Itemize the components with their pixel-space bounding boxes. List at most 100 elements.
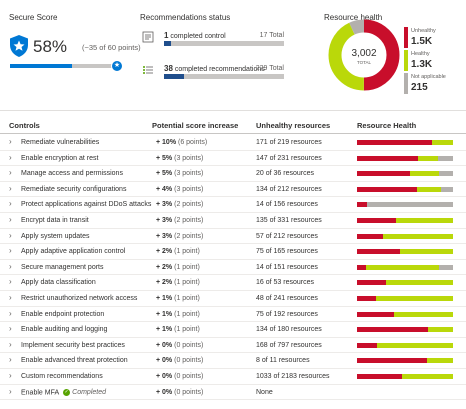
chevron-right-icon[interactable]: ›: [9, 168, 12, 178]
table-row[interactable]: › Restrict unauthorized network access + 1…: [0, 291, 466, 307]
resource-health-donut[interactable]: 3,002 TOTAL: [327, 18, 401, 92]
score-increase-points: (6 points): [178, 139, 208, 146]
control-name[interactable]: Manage access and permissions: [21, 170, 123, 178]
table-row[interactable]: › Encrypt data in transit + 3% (2 points) 1…: [0, 213, 466, 229]
chevron-right-icon[interactable]: ›: [9, 215, 12, 224]
header-resource-health[interactable]: Resource Health: [357, 121, 417, 130]
control-name[interactable]: Custom recommendations: [21, 373, 103, 380]
controls-progress-bar: [164, 41, 284, 46]
control-name[interactable]: Apply adaptive application control: [21, 248, 126, 256]
chevron-right-icon[interactable]: ›: [9, 324, 12, 334]
table-row[interactable]: › Remediate security configurations + 4% (…: [0, 182, 466, 198]
control-name[interactable]: Enable endpoint protection: [21, 310, 105, 318]
score-increase-points: (2 points): [174, 217, 204, 224]
resource-health-bar: [357, 249, 453, 255]
completed-check-icon: ✓: [63, 388, 71, 396]
chevron-right-icon[interactable]: ›: [9, 183, 12, 193]
chevron-right-icon[interactable]: ›: [9, 293, 12, 302]
unhealthy-segment: [357, 202, 367, 208]
control-name[interactable]: Secure management ports: [21, 263, 104, 271]
score-increase: + 5% (3 points): [156, 170, 203, 177]
header-controls[interactable]: Controls: [9, 121, 40, 130]
control-name[interactable]: Apply data classification: [21, 279, 96, 287]
table-row[interactable]: › Enable encryption at rest + 5% (3 points…: [0, 151, 466, 167]
table-row[interactable]: › Secure management ports + 2% (1 point) 14…: [0, 260, 466, 276]
table-row[interactable]: › Apply adaptive application control + 2% …: [0, 244, 466, 260]
table-row[interactable]: › Custom recommendations + 0% (0 points) 10…: [0, 369, 466, 385]
table-row[interactable]: › Enable endpoint protection + 1% (1 point…: [0, 307, 466, 323]
resource-health-bar: [357, 186, 453, 192]
control-name[interactable]: Implement security best practices: [21, 341, 125, 349]
chevron-right-icon[interactable]: ›: [9, 355, 12, 365]
score-increase: + 5% (3 points): [156, 155, 203, 162]
controls-total: 17 Total: [259, 32, 284, 39]
table-row[interactable]: › Enable auditing and logging + 1% (1 poin…: [0, 322, 466, 338]
control-name[interactable]: Apply system updates: [21, 232, 90, 240]
chevron-right-icon[interactable]: ›: [9, 339, 12, 349]
score-increase: + 10% (6 points): [156, 139, 207, 146]
table-row[interactable]: › Apply data classification + 2% (1 point)…: [0, 275, 466, 291]
chevron-right-icon[interactable]: ›: [9, 246, 12, 256]
secure-score-bar-fill: [10, 64, 73, 68]
unhealthy-legend-swatch: [404, 27, 408, 48]
score-increase-percent: + 10%: [156, 139, 177, 146]
unhealthy-resources: 20 of 36 resources: [256, 170, 314, 178]
control-name[interactable]: Remediate security configurations: [21, 185, 127, 193]
control-name[interactable]: Enable encryption at rest: [21, 154, 99, 162]
score-increase-points: (3 points): [174, 170, 204, 178]
healthy-segment: [409, 171, 439, 177]
control-name[interactable]: Enable auditing and logging: [21, 326, 108, 334]
table-row[interactable]: › Enable MFA ✓ Completed + 0% (0 points) None: [0, 385, 466, 401]
chevron-right-icon[interactable]: ›: [9, 199, 12, 209]
unhealthy-segment: [357, 171, 410, 177]
unhealthy-legend-value: 1.5K: [411, 36, 433, 47]
completed-controls-text: 1 completed control: [164, 31, 226, 40]
chevron-right-icon[interactable]: ›: [9, 152, 12, 162]
control-name[interactable]: Remediate vulnerabilities: [21, 139, 100, 146]
score-increase-percent: + 2%: [156, 248, 173, 256]
chevron-right-icon[interactable]: ›: [9, 277, 12, 287]
score-increase: + 2% (1 point): [156, 279, 200, 286]
healthy-segment: [400, 249, 453, 255]
table-row[interactable]: › Protect applications against DDoS attac…: [0, 197, 466, 213]
chevron-right-icon[interactable]: ›: [9, 386, 12, 396]
unhealthy-segment: [357, 311, 395, 317]
control-name[interactable]: Restrict unauthorized network access: [21, 295, 138, 302]
chevron-right-icon[interactable]: ›: [9, 137, 12, 146]
unhealthy-segment: [357, 280, 386, 286]
score-increase-points: (1 point): [174, 279, 200, 287]
score-increase: + 3% (2 points): [156, 201, 203, 208]
recommendations-progress-bar: [164, 74, 284, 79]
header-score-increase[interactable]: Potential score increase: [152, 121, 239, 130]
control-name[interactable]: Enable advanced threat protection: [21, 357, 128, 365]
control-checklist-icon: [142, 31, 154, 43]
unhealthy-segment: [357, 358, 428, 364]
table-row[interactable]: › Apply system updates + 3% (2 points) 57 o…: [0, 229, 466, 245]
control-name[interactable]: Encrypt data in transit: [21, 217, 89, 224]
unhealthy-resources: 134 of 180 resources: [256, 326, 322, 334]
score-increase-percent: + 1%: [156, 295, 173, 302]
healthy-segment: [396, 218, 453, 223]
chevron-right-icon[interactable]: ›: [9, 261, 12, 271]
resource-health-bar: [357, 140, 453, 145]
healthy-segment: [402, 374, 453, 379]
chevron-right-icon[interactable]: ›: [9, 371, 12, 380]
chevron-right-icon[interactable]: ›: [9, 230, 12, 240]
control-name[interactable]: Protect applications against DDoS attack…: [21, 201, 152, 209]
resource-health-bar: [357, 171, 453, 177]
control-name[interactable]: Enable MFA ✓ Completed: [21, 388, 106, 396]
score-increase-points: (1 point): [174, 326, 200, 334]
score-increase: + 0% (0 points): [156, 389, 203, 396]
table-row[interactable]: › Implement security best practices + 0% (…: [0, 338, 466, 354]
resource-health-total-label: TOTAL: [357, 60, 372, 65]
table-row[interactable]: › Manage access and permissions + 5% (3 po…: [0, 166, 466, 182]
score-increase: + 0% (0 points): [156, 373, 203, 380]
chevron-right-icon[interactable]: ›: [9, 308, 12, 318]
table-row[interactable]: › Remediate vulnerabilities + 10% (6 point…: [0, 135, 466, 151]
summary-panel: Secure Score 58% (~35 of 60 points) ★ Re…: [0, 0, 466, 108]
resource-health-total: 3,002: [351, 48, 376, 59]
table-row[interactable]: › Enable advanced threat protection + 0% (…: [0, 353, 466, 369]
not-applicable-segment: [438, 171, 453, 177]
controls-progress-fill: [164, 41, 172, 46]
header-unhealthy-resources[interactable]: Unhealthy resources: [256, 121, 331, 130]
